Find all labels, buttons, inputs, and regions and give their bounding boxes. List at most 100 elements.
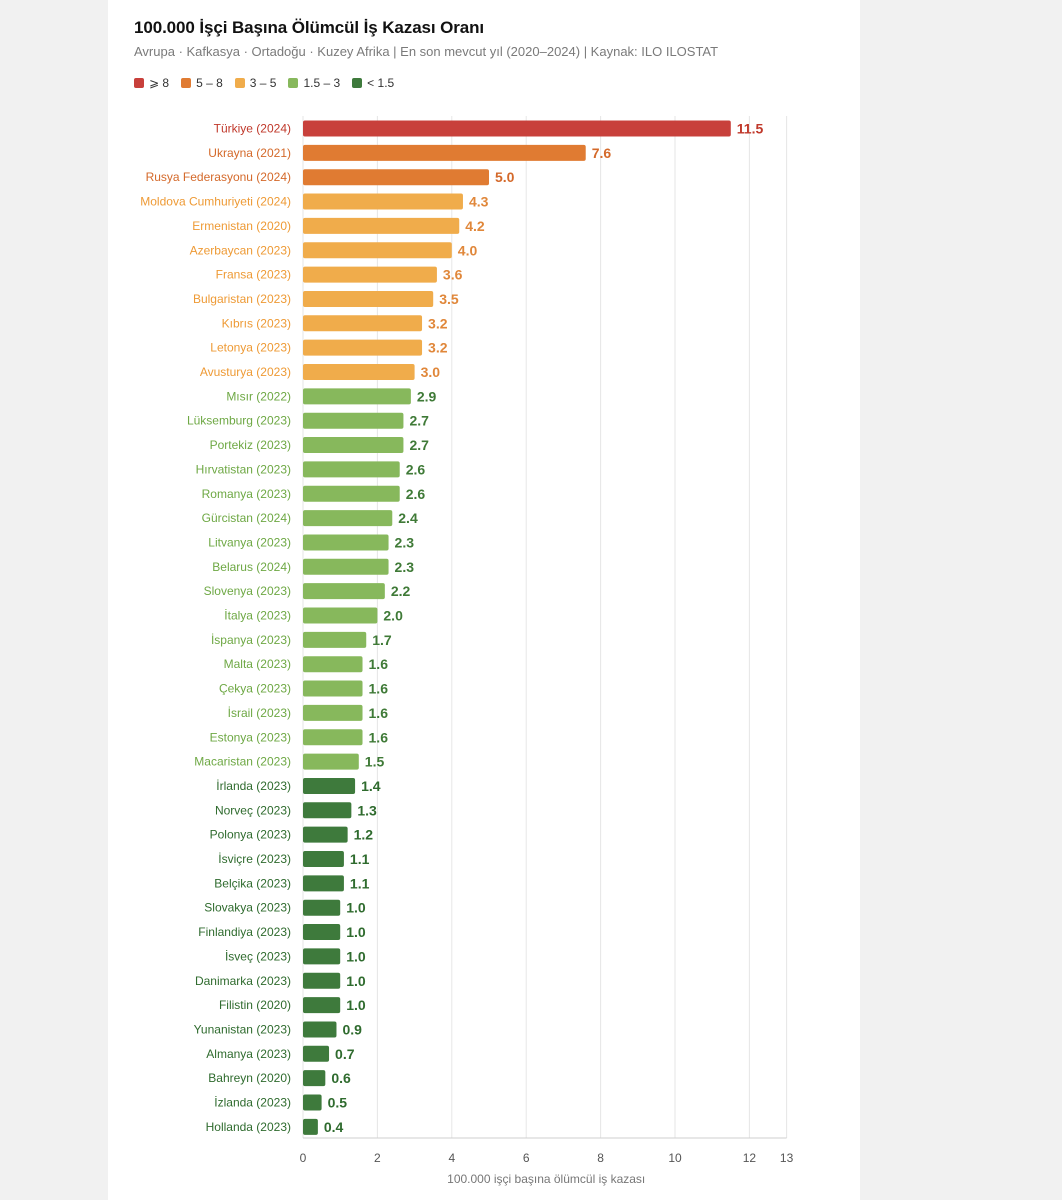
bar — [303, 777, 356, 794]
legend-item-3-5: 3 – 5 — [234, 76, 276, 90]
bar — [303, 899, 341, 916]
category-label: Polonya (2023) — [210, 828, 291, 842]
x-tick-label: 6 — [523, 1151, 530, 1165]
category-label: Bahreyn (2020) — [208, 1071, 291, 1085]
x-tick-label: 4 — [448, 1151, 455, 1165]
bar — [303, 729, 363, 746]
category-label: Rusya Federasyonu (2024) — [146, 170, 291, 184]
category-label: Belçika (2023) — [214, 876, 291, 890]
legend-label: 5 – 8 — [196, 76, 223, 90]
bar — [303, 364, 415, 380]
legend-swatch — [352, 78, 363, 88]
category-label: Hırvatistan (2023) — [196, 462, 291, 476]
x-axis-title: 100.000 işçi başına ölümcül iş kazası — [447, 1172, 645, 1186]
x-tick-label: 10 — [668, 1151, 682, 1165]
bar — [303, 534, 389, 551]
value-label: 1.3 — [357, 802, 377, 818]
value-label: 3.5 — [439, 291, 459, 307]
value-label: 11.5 — [737, 121, 764, 137]
value-label: 1.4 — [361, 778, 381, 794]
category-label: İsviçre (2023) — [218, 852, 291, 866]
category-label: Norveç (2023) — [215, 803, 291, 817]
bar — [303, 948, 341, 965]
value-label: 0.5 — [328, 1095, 348, 1111]
category-label: Portekiz (2023) — [210, 438, 291, 452]
category-label: Estonya (2023) — [210, 730, 291, 744]
x-tick-label: 0 — [300, 1151, 307, 1165]
bar — [303, 558, 389, 575]
bar — [303, 1094, 322, 1111]
category-label: Azerbaycan (2023) — [190, 243, 291, 257]
legend-item-1.5-3: 1.5 – 3 — [288, 76, 340, 90]
bar — [303, 485, 400, 502]
bar — [303, 826, 348, 843]
bar — [303, 583, 385, 600]
category-label: Slovakya (2023) — [204, 901, 291, 915]
category-label: İsrail (2023) — [228, 706, 291, 720]
value-label: 0.9 — [342, 1021, 362, 1037]
value-label: 0.6 — [331, 1070, 351, 1086]
category-label: Ukrayna (2021) — [208, 146, 291, 160]
value-label: 2.9 — [417, 388, 437, 404]
bar — [303, 290, 434, 307]
category-label: Romanya (2023) — [202, 487, 291, 501]
bar — [303, 704, 363, 721]
bar — [303, 1070, 326, 1087]
value-label: 0.7 — [335, 1046, 355, 1062]
value-label: 4.3 — [469, 194, 489, 210]
category-label: İsveç (2023) — [225, 949, 291, 963]
value-label: 3.0 — [421, 364, 441, 380]
category-label: Yunanistan (2023) — [194, 1022, 291, 1036]
value-label: 2.7 — [409, 437, 429, 453]
bar — [303, 1021, 337, 1038]
category-label: Almanya (2023) — [206, 1047, 291, 1061]
bar — [303, 242, 452, 259]
value-label: 2.6 — [406, 461, 426, 477]
bar — [303, 680, 363, 697]
legend-swatch — [134, 78, 144, 88]
bar — [303, 997, 341, 1014]
value-label: 3.2 — [428, 315, 448, 331]
category-label: Danimarka (2023) — [195, 974, 291, 988]
category-label: Ermenistan (2020) — [192, 219, 291, 233]
legend-swatch — [234, 78, 245, 88]
value-label: 1.5 — [365, 754, 385, 770]
bar — [303, 144, 586, 161]
category-label: İzlanda (2023) — [214, 1096, 291, 1110]
category-label: Belarus (2024) — [212, 560, 291, 574]
x-tick-label: 2 — [374, 1151, 381, 1165]
value-label: 4.2 — [465, 218, 485, 234]
bar — [303, 631, 367, 648]
category-label: Avusturya (2023) — [200, 365, 291, 379]
chart-title: 100.000 İşçi Başına Ölümcül İş Kazası Or… — [134, 18, 485, 37]
category-label: İtalya (2023) — [224, 609, 291, 623]
value-label: 1.0 — [346, 900, 366, 916]
value-label: 1.6 — [369, 729, 389, 745]
bar — [303, 1118, 318, 1135]
bar — [303, 607, 378, 624]
bar — [303, 972, 341, 989]
category-label: Kıbrıs (2023) — [222, 316, 291, 330]
value-label: 4.0 — [458, 242, 478, 258]
bar — [303, 851, 344, 867]
value-label: 3.6 — [443, 267, 463, 283]
value-label: 1.0 — [346, 948, 366, 964]
value-label: 1.0 — [346, 924, 366, 940]
bar — [303, 266, 437, 283]
category-label: Fransa (2023) — [216, 268, 291, 282]
chart-card — [108, 0, 860, 1200]
category-label: İrlanda (2023) — [216, 779, 291, 793]
legend-swatch — [181, 78, 192, 88]
category-label: Moldova Cumhuriyeti (2024) — [140, 195, 291, 209]
value-label: 1.1 — [350, 875, 370, 891]
value-label: 1.7 — [372, 632, 392, 648]
bar — [303, 388, 411, 405]
value-label: 2.2 — [391, 583, 411, 599]
value-label: 7.6 — [592, 145, 612, 161]
category-label: Lüksemburg (2023) — [187, 414, 291, 428]
legend: ⩾ 8 5 – 8 3 – 5 1.5 – 3 < 1.5 — [134, 75, 394, 91]
category-label: Gürcistan (2024) — [202, 511, 291, 525]
value-label: 2.3 — [395, 534, 415, 550]
value-label: 1.2 — [354, 827, 374, 843]
